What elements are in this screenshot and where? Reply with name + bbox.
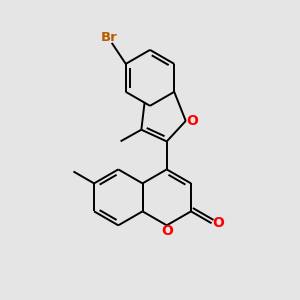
- Text: O: O: [161, 224, 173, 238]
- Text: O: O: [212, 216, 224, 230]
- Text: O: O: [186, 114, 198, 128]
- Text: Br: Br: [101, 31, 118, 44]
